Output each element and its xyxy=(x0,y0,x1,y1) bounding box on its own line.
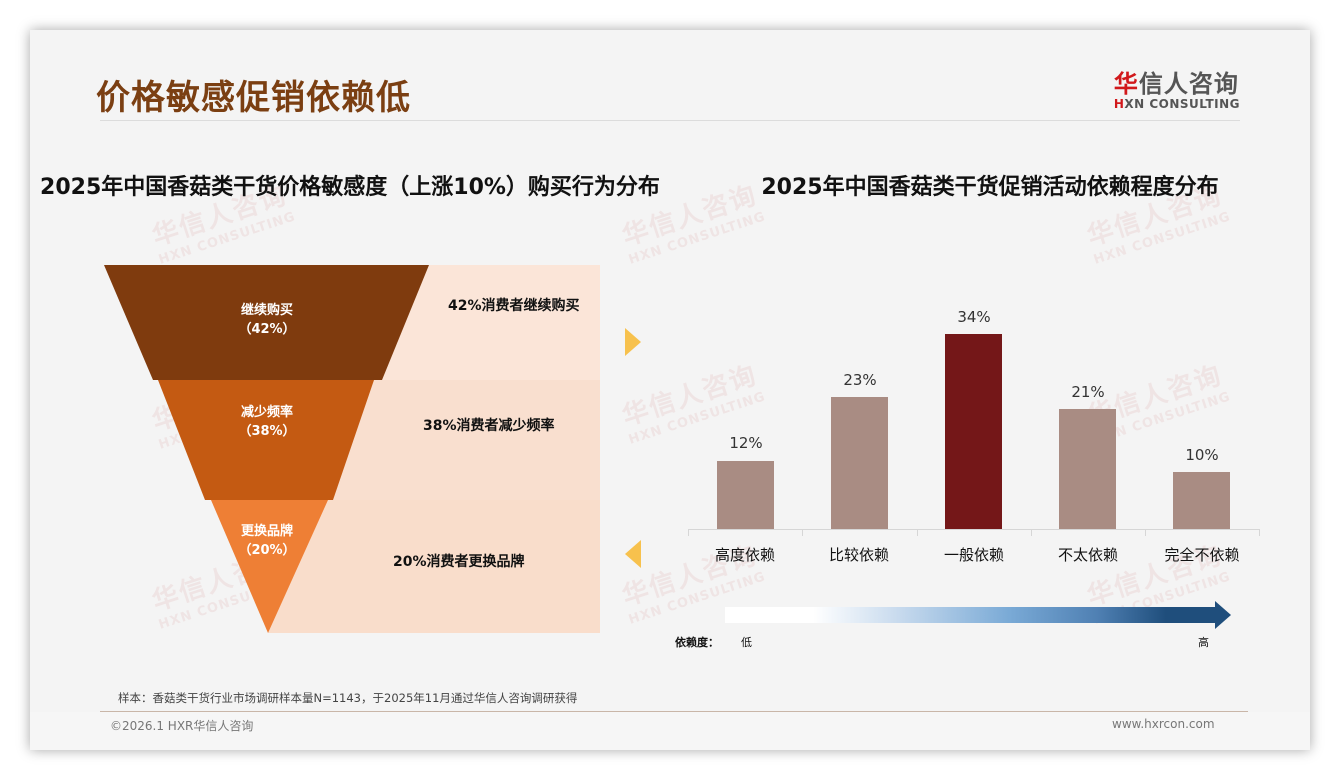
funnel-chart-title: 2025年中国香菇类干货价格敏感度（上涨10%）购买行为分布 xyxy=(40,175,660,200)
funnel-panel-3 xyxy=(268,500,600,633)
title-divider xyxy=(100,120,1240,121)
funnel-level-2 xyxy=(158,380,374,500)
bar-no-dependence xyxy=(1173,472,1230,529)
bar-moderate-dependence xyxy=(945,334,1002,529)
arrow-right-icon xyxy=(625,328,641,356)
category-label: 高度依赖 xyxy=(714,546,775,564)
funnel-description-3: 20%消费者更换品牌 xyxy=(393,554,525,570)
bar-high-dependence xyxy=(717,461,774,529)
funnel-label-3: 更换品牌 （20%） xyxy=(238,524,296,558)
footer-bar xyxy=(30,712,1310,750)
footer-divider xyxy=(100,711,1248,712)
company-logo: 华信人咨询 HXN CONSULTING xyxy=(1113,70,1240,111)
category-label: 完全不依赖 xyxy=(1164,546,1240,564)
category-label: 一般依赖 xyxy=(943,546,1004,564)
dependence-gradient-arrow xyxy=(725,607,1215,623)
bar-value: 21% xyxy=(1071,383,1105,401)
bar-value: 34% xyxy=(957,308,991,326)
funnel-level-1 xyxy=(104,265,429,380)
copyright: ©2026.1 HXR华信人咨询 xyxy=(110,719,254,733)
scale-high-label: 高 xyxy=(1198,636,1209,649)
category-label: 比较依赖 xyxy=(828,546,889,564)
funnel-description-1: 42%消费者继续购买 xyxy=(448,298,580,314)
dependence-scale-label: 依赖度： xyxy=(675,636,719,649)
bar-low-dependence xyxy=(1059,409,1116,529)
category-label: 不太依赖 xyxy=(1057,546,1118,564)
slide: 华信人咨询 HXN CONSULTING 华信人咨询 HXN CONSULTING … xyxy=(30,30,1310,750)
funnel-chart xyxy=(104,265,600,633)
bar-value: 10% xyxy=(1185,446,1219,464)
bar-value: 12% xyxy=(729,434,763,452)
page-title: 价格敏感促销依赖低 xyxy=(96,78,411,118)
funnel-level-3 xyxy=(211,500,328,633)
scale-low-label: 低 xyxy=(741,636,752,649)
bar-relatively-dependent xyxy=(831,397,888,529)
website-link[interactable]: www.hxrcon.com xyxy=(1112,717,1215,731)
bar-value: 23% xyxy=(843,371,877,389)
funnel-label-1: 继续购买 （42%） xyxy=(238,303,296,337)
bar-chart: 12% 23% 34% 21% 10% 高度依赖 比较依赖 一般依赖 不太依赖 … xyxy=(688,308,1260,564)
bar-chart-title: 2025年中国香菇类干货促销活动依赖程度分布 xyxy=(761,175,1219,200)
arrow-left-icon xyxy=(625,540,641,568)
sample-note: 样本：香菇类干货行业市场调研样本量N=1143，于2025年11月通过华信人咨询… xyxy=(118,691,578,705)
arrow-head-icon xyxy=(1215,601,1231,629)
funnel-label-2: 减少频率 （38%） xyxy=(238,405,296,439)
funnel-description-2: 38%消费者减少频率 xyxy=(423,418,555,434)
x-axis xyxy=(688,529,1260,530)
